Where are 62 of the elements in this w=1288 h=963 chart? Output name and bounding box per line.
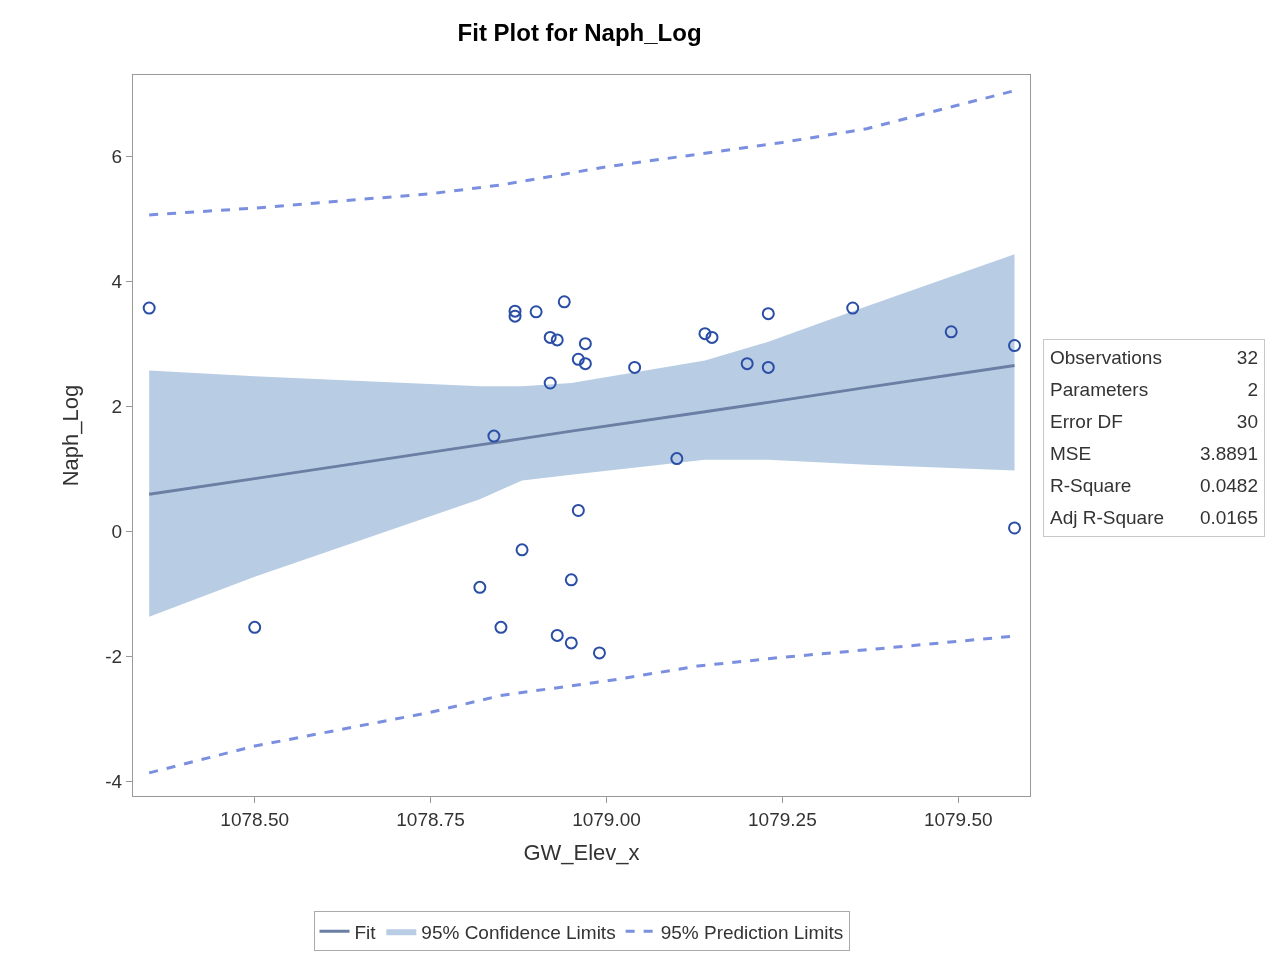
point xyxy=(1008,521,1022,535)
text: 3.8891 xyxy=(1199,442,1258,466)
line-series xyxy=(147,364,1017,496)
point xyxy=(550,628,564,642)
text: 32 xyxy=(1236,346,1258,370)
chart-title: Fit Plot for Naph_Log xyxy=(457,18,702,46)
point xyxy=(550,333,564,347)
point xyxy=(592,646,606,660)
text: 2 xyxy=(1247,378,1258,402)
text: 30 xyxy=(1236,410,1258,434)
y-tick-label: -2 xyxy=(105,645,123,667)
y-tick-label: -4 xyxy=(105,770,123,792)
point xyxy=(761,307,775,321)
text: 0.0482 xyxy=(1199,474,1258,498)
point xyxy=(761,360,775,374)
y-axis-title: Naph_Log xyxy=(58,384,84,487)
point xyxy=(142,301,156,315)
point xyxy=(571,503,585,517)
x-axis-title: GW_Elev_x xyxy=(523,839,640,865)
point xyxy=(846,301,860,315)
point xyxy=(543,330,557,344)
text: Observations xyxy=(1050,346,1162,370)
point xyxy=(557,295,571,309)
text: 0.0165 xyxy=(1199,506,1258,530)
point xyxy=(578,357,592,371)
x-tick-label: 1078.50 xyxy=(220,808,290,830)
point xyxy=(698,327,712,341)
legend-label: 95% Confidence Limits xyxy=(421,921,616,943)
point xyxy=(508,309,522,323)
point xyxy=(248,620,262,634)
legend-label: Fit xyxy=(354,921,377,943)
point xyxy=(473,580,487,594)
point xyxy=(529,305,543,319)
x-tick-label: 1078.75 xyxy=(396,808,465,830)
point xyxy=(944,325,958,339)
point xyxy=(508,304,522,318)
point xyxy=(705,330,719,344)
text: MSE xyxy=(1050,442,1092,466)
point xyxy=(578,337,592,351)
point xyxy=(564,573,578,587)
point xyxy=(494,620,508,634)
x-tick-label: 1079.25 xyxy=(748,808,817,830)
point xyxy=(670,452,684,466)
text: R-Square xyxy=(1050,474,1132,498)
text: Parameters xyxy=(1050,378,1149,402)
point xyxy=(564,636,578,650)
point xyxy=(740,357,754,371)
y-tick-label: 0 xyxy=(111,520,123,542)
x-tick-label: 1079.00 xyxy=(572,808,641,830)
point xyxy=(515,543,529,557)
point xyxy=(1008,339,1022,353)
y-tick-label: 2 xyxy=(111,395,123,417)
point xyxy=(628,360,642,374)
y-tick-label: 4 xyxy=(111,270,123,292)
point xyxy=(543,376,557,390)
text: Adj R-Square xyxy=(1050,506,1165,530)
legend-label: 95% Prediction Limits xyxy=(660,921,844,943)
x-tick-label: 1079.50 xyxy=(923,808,993,830)
point xyxy=(487,429,501,443)
y-tick-label: 6 xyxy=(111,145,123,167)
point xyxy=(571,352,585,366)
text: Error DF xyxy=(1050,410,1123,434)
